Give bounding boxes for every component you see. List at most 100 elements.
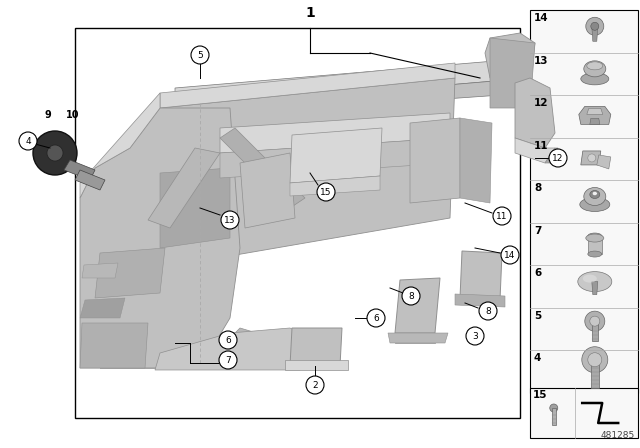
Text: 481285: 481285: [601, 431, 635, 440]
Polygon shape: [285, 360, 348, 370]
Polygon shape: [515, 138, 555, 163]
Polygon shape: [515, 78, 555, 148]
Polygon shape: [80, 298, 125, 318]
Text: 5: 5: [534, 311, 541, 321]
FancyBboxPatch shape: [530, 10, 638, 393]
Circle shape: [582, 347, 608, 373]
Polygon shape: [160, 78, 455, 268]
Text: 8: 8: [485, 306, 491, 315]
Circle shape: [493, 207, 511, 225]
Text: 10: 10: [67, 110, 80, 120]
Text: 4: 4: [25, 137, 31, 146]
Polygon shape: [485, 33, 535, 78]
Circle shape: [33, 131, 77, 175]
Circle shape: [47, 145, 63, 161]
Polygon shape: [75, 170, 105, 190]
Polygon shape: [290, 328, 342, 366]
Polygon shape: [410, 118, 460, 203]
Polygon shape: [100, 328, 290, 368]
Circle shape: [586, 17, 604, 35]
Polygon shape: [596, 155, 611, 169]
Text: 7: 7: [534, 226, 541, 236]
Polygon shape: [592, 321, 598, 341]
Ellipse shape: [580, 198, 610, 211]
Circle shape: [588, 353, 602, 367]
Polygon shape: [552, 408, 556, 425]
Text: 1: 1: [305, 6, 315, 20]
Circle shape: [367, 309, 385, 327]
FancyBboxPatch shape: [75, 28, 520, 418]
Text: 6: 6: [534, 268, 541, 278]
Polygon shape: [455, 294, 505, 307]
Polygon shape: [155, 328, 310, 370]
Polygon shape: [80, 323, 148, 368]
Ellipse shape: [578, 271, 612, 292]
Text: 15: 15: [533, 390, 547, 400]
Polygon shape: [160, 63, 455, 108]
Ellipse shape: [588, 251, 602, 257]
Ellipse shape: [587, 62, 603, 70]
Polygon shape: [591, 360, 599, 388]
Ellipse shape: [586, 234, 604, 242]
Polygon shape: [64, 160, 95, 180]
Ellipse shape: [588, 233, 602, 239]
Text: 14: 14: [534, 13, 548, 23]
Ellipse shape: [590, 190, 600, 198]
Polygon shape: [460, 296, 500, 305]
Polygon shape: [148, 148, 220, 228]
Circle shape: [317, 183, 335, 201]
Polygon shape: [220, 128, 305, 208]
Polygon shape: [579, 106, 611, 125]
Polygon shape: [587, 108, 603, 114]
Polygon shape: [588, 236, 602, 254]
Text: 15: 15: [320, 188, 332, 197]
Text: 11: 11: [534, 141, 548, 151]
Polygon shape: [545, 148, 558, 163]
Polygon shape: [460, 251, 502, 300]
Circle shape: [306, 376, 324, 394]
Circle shape: [590, 316, 600, 326]
Polygon shape: [395, 333, 435, 343]
Text: 7: 7: [225, 356, 231, 365]
Polygon shape: [220, 113, 450, 153]
Polygon shape: [95, 248, 165, 298]
Polygon shape: [80, 108, 240, 368]
Ellipse shape: [592, 191, 597, 195]
Polygon shape: [80, 93, 160, 198]
Circle shape: [402, 287, 420, 305]
Circle shape: [585, 311, 605, 331]
Polygon shape: [290, 128, 382, 183]
Text: 6: 6: [225, 336, 231, 345]
Polygon shape: [290, 176, 380, 196]
Polygon shape: [240, 153, 295, 228]
Polygon shape: [592, 282, 598, 295]
Circle shape: [501, 246, 519, 264]
Text: 11: 11: [496, 211, 508, 220]
Polygon shape: [388, 333, 448, 343]
Circle shape: [466, 327, 484, 345]
Polygon shape: [581, 151, 601, 165]
Text: 12: 12: [552, 154, 564, 163]
Circle shape: [588, 154, 596, 162]
Polygon shape: [175, 78, 530, 118]
Polygon shape: [220, 138, 450, 178]
Text: 4: 4: [534, 353, 541, 363]
Text: 13: 13: [534, 56, 548, 65]
Text: 6: 6: [373, 314, 379, 323]
Text: 14: 14: [504, 250, 516, 259]
Text: 8: 8: [408, 292, 414, 301]
Circle shape: [219, 331, 237, 349]
Circle shape: [19, 132, 37, 150]
Text: 5: 5: [197, 51, 203, 60]
Ellipse shape: [581, 73, 609, 85]
Polygon shape: [395, 278, 440, 333]
Polygon shape: [460, 118, 492, 203]
Polygon shape: [592, 26, 598, 41]
Ellipse shape: [584, 61, 606, 77]
Polygon shape: [175, 58, 530, 108]
Text: 9: 9: [45, 110, 51, 120]
Ellipse shape: [584, 188, 606, 206]
Ellipse shape: [583, 275, 596, 283]
Text: 8: 8: [534, 183, 541, 193]
Polygon shape: [160, 168, 230, 248]
